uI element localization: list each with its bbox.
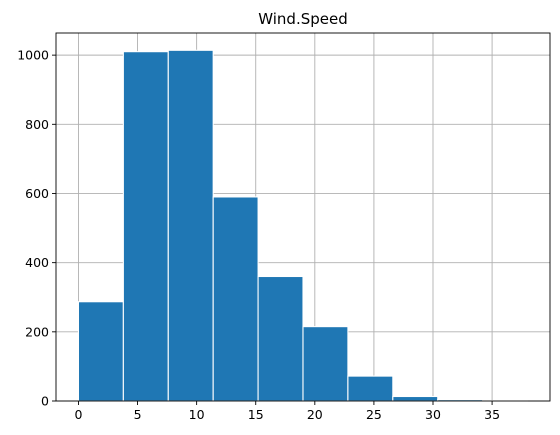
histogram-bar: [302, 326, 349, 402]
x-tick-label: 35: [484, 407, 500, 422]
histogram-bar: [347, 375, 394, 402]
x-tick-label: 30: [425, 407, 441, 422]
y-tick-label: 600: [25, 186, 49, 201]
y-tick-label: 1000: [17, 48, 49, 63]
x-tick-label: 15: [248, 407, 264, 422]
histogram-bar: [167, 49, 214, 402]
histogram-bar: [77, 301, 124, 402]
histogram-bar: [122, 51, 169, 402]
y-tick-label: 200: [25, 324, 49, 339]
histogram-bar: [392, 395, 439, 402]
histogram-bar: [257, 275, 304, 402]
x-tick-label: 5: [134, 407, 142, 422]
x-tick-label: 0: [74, 407, 82, 422]
y-tick-label: 400: [25, 255, 49, 270]
x-tick-label: 25: [366, 407, 382, 422]
y-axis-ticks: 0 200 400 600 800 1000: [17, 48, 56, 409]
chart-title: Wind.Speed: [258, 10, 348, 28]
x-tick-label: 20: [307, 407, 323, 422]
plot-frame: [55, 32, 551, 402]
x-tick-label: 10: [189, 407, 205, 422]
bars: [77, 49, 529, 402]
x-axis-ticks: 0 5 10 15 20 25 30 35: [74, 401, 500, 422]
y-tick-label: 800: [25, 117, 49, 132]
histogram-bar: [212, 196, 259, 402]
y-tick-label: 0: [41, 394, 49, 409]
